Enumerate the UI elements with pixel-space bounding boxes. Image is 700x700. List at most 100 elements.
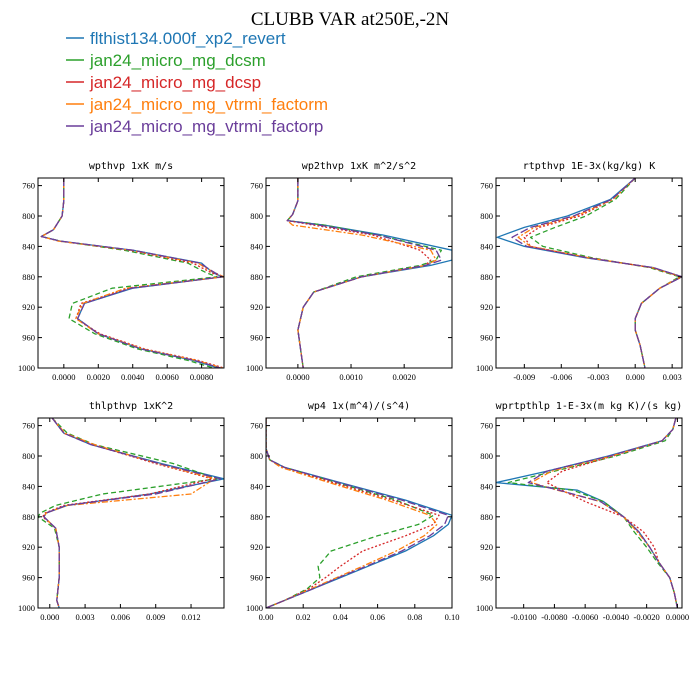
- series-line: [286, 178, 452, 368]
- x-tick-label: 0.0000: [666, 612, 689, 622]
- x-tick-label: -0.0020: [634, 612, 660, 622]
- y-tick-label: 880: [22, 272, 35, 282]
- figure-title: CLUBB VAR at250E,-2N: [251, 9, 450, 30]
- series-line: [266, 418, 435, 608]
- legend-label: flthist134.000f_xp2_revert: [90, 29, 286, 48]
- y-tick-label: 840: [250, 241, 263, 251]
- profile-panel: wprtpthlp 1-E-3x(m kg K)/(s kg)760 800 840…: [476, 401, 689, 622]
- y-tick-label: 1000: [476, 363, 493, 373]
- x-tick-label: -0.0100: [511, 612, 537, 622]
- legend-item: flthist134.000f_xp2_revert: [66, 29, 286, 48]
- y-tick-label: 800: [250, 451, 263, 461]
- x-tick-label: 0.0020: [392, 372, 415, 382]
- legend-item: jan24_micro_mg_dcsp: [66, 73, 261, 92]
- panel-title: wp4 1x(m^4)/(s^4): [308, 401, 410, 412]
- series-line: [286, 178, 443, 368]
- y-tick-label: 960: [480, 333, 493, 343]
- legend-label: jan24_micro_mg_dcsp: [89, 73, 261, 92]
- panel-title: wprtpthlp 1-E-3x(m kg K)/(s kg): [496, 401, 683, 412]
- x-tick-label: 0.06: [370, 612, 385, 622]
- y-tick-label: 1000: [246, 363, 263, 373]
- series-line: [527, 418, 679, 608]
- y-tick-label: 880: [250, 512, 263, 522]
- series-line: [286, 178, 437, 368]
- series-line: [286, 178, 443, 368]
- series-group: [496, 418, 679, 608]
- legend-label: jan24_micro_mg_vtrmi_factorp: [89, 117, 323, 136]
- x-tick-label: 0.0060: [155, 372, 178, 382]
- x-tick-label: -0.003: [587, 372, 609, 382]
- series-line: [266, 418, 440, 608]
- y-tick-label: 1000: [476, 603, 493, 613]
- y-tick-label: 840: [22, 481, 35, 491]
- plot-frame: [495, 177, 683, 369]
- x-tick-label: 0.000: [40, 612, 59, 622]
- x-tick-label: -0.0040: [603, 612, 629, 622]
- y-tick-label: 1000: [246, 603, 263, 613]
- y-tick-label: 760: [22, 421, 35, 431]
- x-tick-label: 0.02: [296, 612, 311, 622]
- x-tick-label: 0.0040: [121, 372, 144, 382]
- x-tick-label: -0.009: [513, 372, 535, 382]
- x-tick-label: -0.006: [550, 372, 572, 382]
- y-tick-label: 760: [480, 421, 493, 431]
- y-tick-label: 960: [250, 573, 263, 583]
- panel-title: wp2thvp 1xK m^2/s^2: [302, 161, 416, 172]
- series-line: [496, 178, 682, 368]
- panel-title: rtpthvp 1E-3x(kg/kg) K: [523, 161, 655, 172]
- plot-frame: [265, 417, 453, 609]
- x-tick-label: 0.012: [181, 612, 200, 622]
- x-tick-label: 0.0000: [286, 372, 309, 382]
- profile-panel: rtpthvp 1E-3x(kg/kg) K 760 800 840 880 920 960…: [476, 161, 683, 382]
- series-line: [40, 178, 223, 368]
- y-tick-label: 760: [480, 181, 493, 191]
- series-line: [266, 418, 449, 608]
- y-tick-label: 1000: [18, 363, 35, 373]
- profile-panel: thlpthvp 1xK^2 760 800 840 880 920 960 1000 0.00…: [18, 401, 225, 622]
- x-tick-label: -0.0080: [541, 612, 567, 622]
- plot-frame: [265, 177, 453, 369]
- y-tick-label: 840: [250, 481, 263, 491]
- series-line: [496, 418, 679, 608]
- y-tick-label: 880: [480, 272, 493, 282]
- y-tick-label: 960: [480, 573, 493, 583]
- x-tick-label: 0.003: [76, 612, 95, 622]
- series-line: [42, 418, 213, 608]
- y-tick-label: 960: [250, 333, 263, 343]
- panel-title: wpthvp 1xK m/s: [89, 161, 173, 172]
- series-group: [286, 178, 452, 368]
- y-tick-label: 800: [480, 211, 493, 221]
- series-group: [40, 178, 224, 368]
- profile-panel: wpthvp 1xK m/s 760 800 840 880 920 960 1000 0.00…: [18, 161, 225, 382]
- series-line: [266, 418, 438, 608]
- x-tick-label: 0.0000: [52, 372, 75, 382]
- y-tick-label: 920: [250, 302, 263, 312]
- y-tick-label: 760: [250, 421, 263, 431]
- y-tick-label: 920: [480, 302, 493, 312]
- series-group: [496, 178, 682, 368]
- legend-label: jan24_micro_mg_dcsm: [89, 51, 266, 70]
- y-tick-label: 920: [250, 542, 263, 552]
- x-tick-label: 0.0080: [190, 372, 213, 382]
- x-tick-label: 0.0020: [87, 372, 110, 382]
- series-line: [43, 418, 216, 608]
- legend-item: jan24_micro_mg_dcsm: [66, 51, 266, 70]
- y-tick-label: 920: [480, 542, 493, 552]
- legend: flthist134.000f_xp2_revert jan24_micro_mg…: [66, 29, 328, 136]
- series-line: [40, 178, 224, 368]
- plot-frame: [495, 417, 683, 609]
- legend-label: jan24_micro_mg_vtrmi_factorm: [89, 95, 328, 114]
- x-tick-label: 0.003: [663, 372, 682, 382]
- panel-title: thlpthvp 1xK^2: [89, 401, 173, 412]
- x-tick-label: 0.006: [111, 612, 130, 622]
- legend-item: jan24_micro_mg_vtrmi_factorm: [66, 95, 328, 114]
- y-tick-label: 880: [480, 512, 493, 522]
- series-line: [530, 418, 679, 608]
- x-tick-label: 0.000: [626, 372, 645, 382]
- y-tick-label: 760: [22, 181, 35, 191]
- y-tick-label: 880: [250, 272, 263, 282]
- profile-panel: wp4 1x(m^4)/(s^4) 760 800 840 880 920 960 1000 0…: [246, 401, 459, 622]
- y-tick-label: 800: [22, 451, 35, 461]
- series-line: [286, 178, 432, 368]
